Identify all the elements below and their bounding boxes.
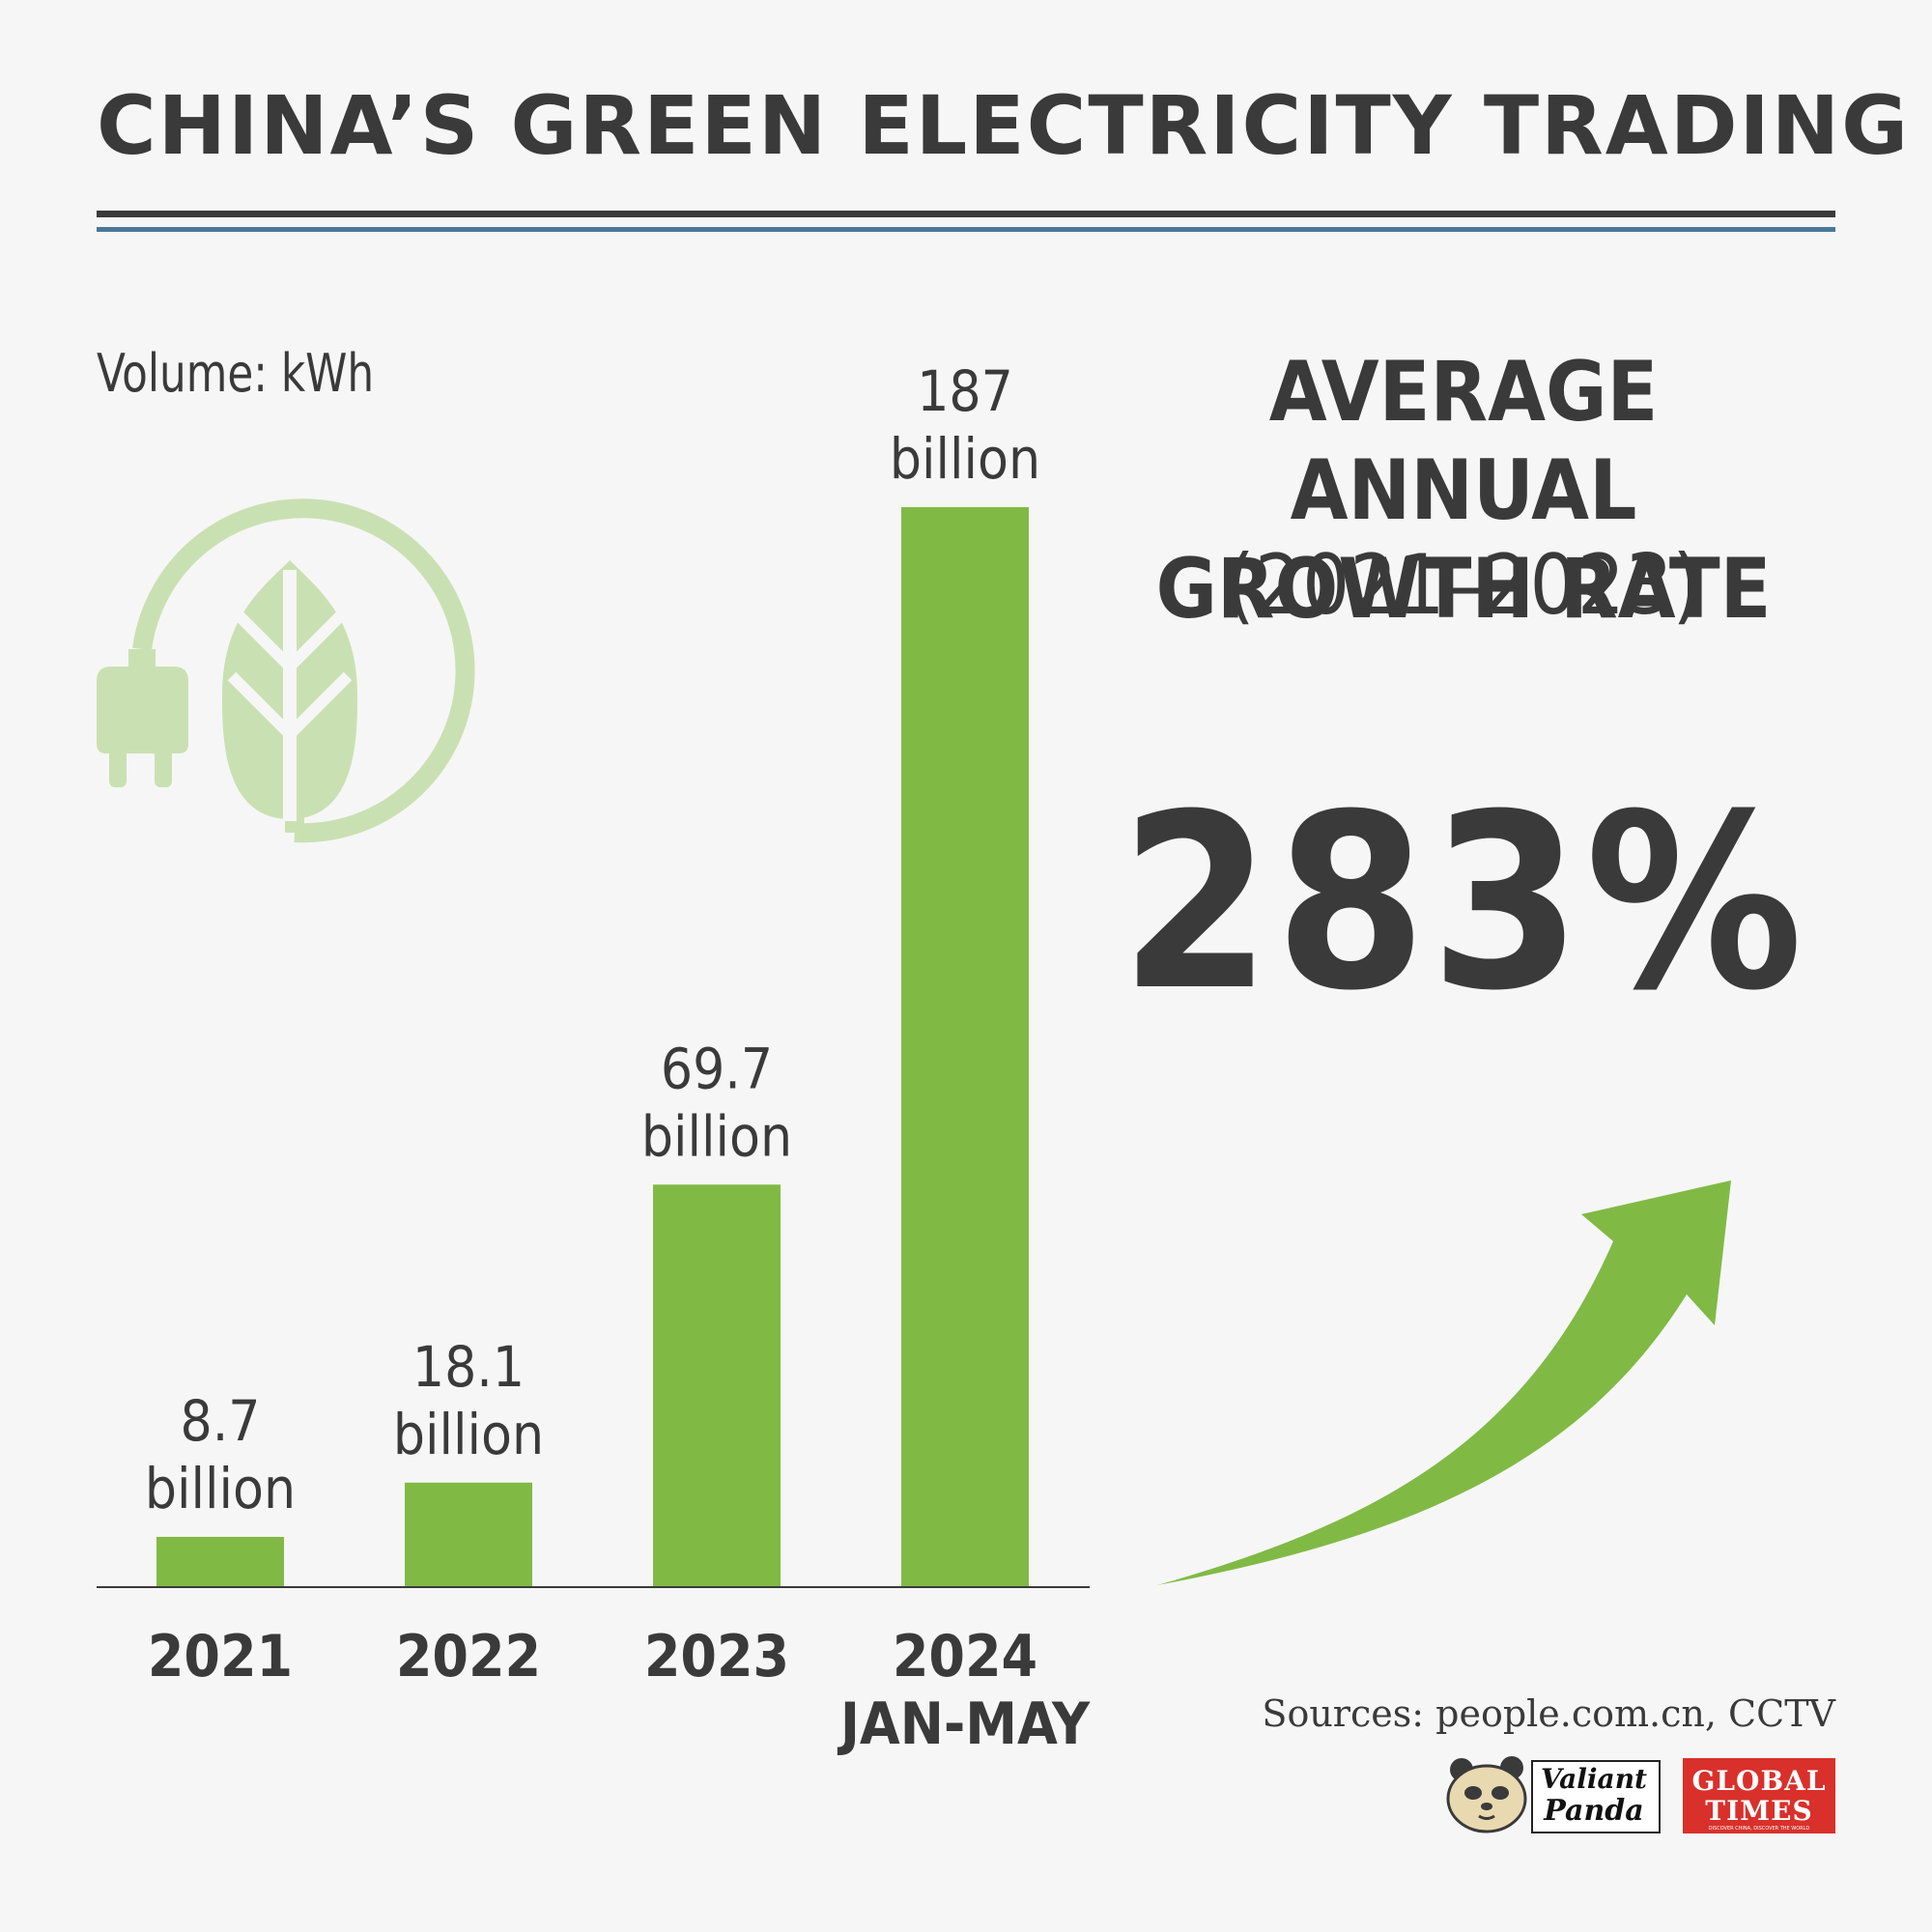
stat-heading-line2: GROWTH RATE [1155,541,1772,638]
bar-3 [901,507,1029,1587]
x-tick-label-1-0: 2022 [396,1623,541,1690]
bar-1 [405,1482,532,1587]
bar-value-label-3-0: 187 [917,358,1013,424]
bar-value-label-2-1: billion [641,1103,792,1169]
x-tick-label-3-1: JAN-MAY [837,1690,1091,1758]
valiant-panda-box [1531,1760,1661,1833]
valiant-panda-logo: Valiant Panda [1444,1756,1662,1833]
global-times-tagline: DISCOVER CHINA, DISCOVER THE WORLD [1708,1826,1810,1832]
valiant-panda-line1: Valiant [1540,1763,1647,1795]
global-times-line2: TIMES [1705,1795,1813,1827]
green-energy-plug-leaf-icon [97,498,475,843]
valiant-panda-line2: Panda [1544,1794,1644,1828]
stat-period: (2021–2023) [1225,537,1702,634]
page-title: CHINA’S GREEN ELECTRICITY TRADING [97,78,1911,173]
title-rule-blue [97,227,1835,232]
global-times-line1: GLOBAL [1691,1765,1827,1797]
stat-heading: AVERAGE ANNUAL GROWTH RATE [1092,343,1835,639]
stat-heading-line1: AVERAGE ANNUAL [1268,344,1659,539]
x-tick-label-2-0: 2023 [644,1623,789,1690]
stat-value: 283% [1120,762,1807,1043]
panda-mascot-icon [1446,1756,1527,1833]
bar-0 [156,1536,284,1587]
x-tick-label-3-0: 2024 [893,1623,1037,1690]
bar-value-label-1-0: 18.1 [412,1334,525,1400]
bar-value-label-2-0: 69.7 [661,1036,773,1101]
x-tick-label-0-0: 2021 [148,1623,293,1690]
growth-arrow-icon [1157,1180,1731,1585]
bar-value-label-0-1: billion [145,1456,296,1521]
bar-value-label-0-0: 8.7 [181,1388,261,1454]
unit-label: Volume: kWh [97,343,375,404]
bar-chart: 8.7billion202118.1billion202269.7billion… [97,358,1091,1758]
title-rule-dark [97,211,1835,217]
bar-value-label-3-1: billion [890,426,1040,492]
global-times-logo: GLOBAL TIMES DISCOVER CHINA, DISCOVER TH… [1683,1758,1835,1833]
sources-note: Sources: people.com.cn, CCTV [1262,1692,1835,1735]
bar-value-label-1-1: billion [393,1402,544,1467]
bar-2 [653,1184,781,1587]
